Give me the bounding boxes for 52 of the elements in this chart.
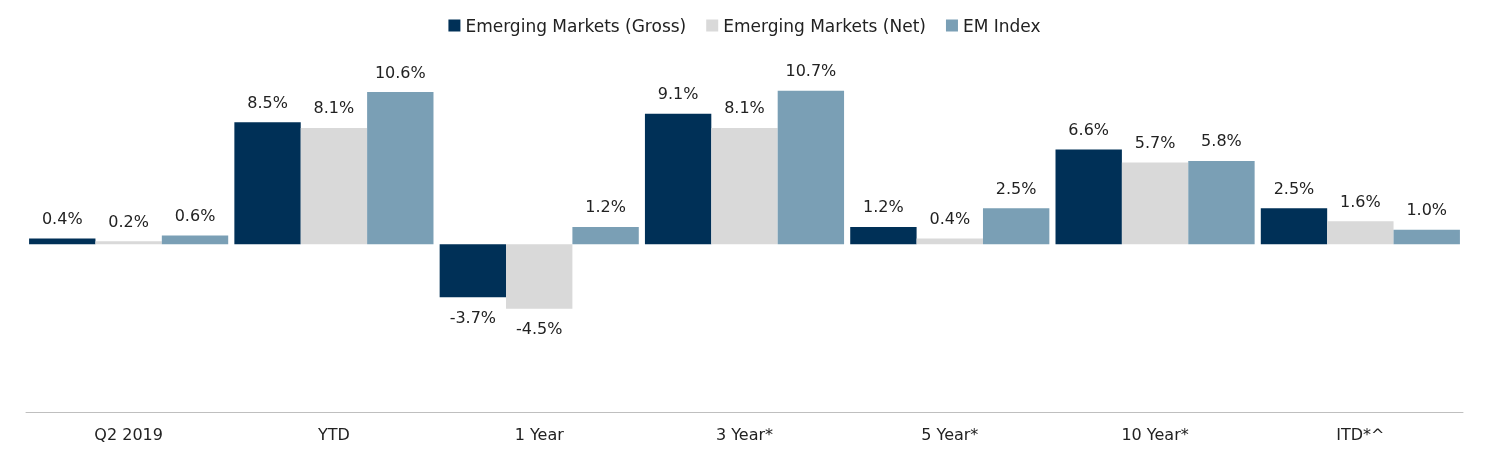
bar [711, 127, 778, 245]
data-label: 2.5% [995, 178, 1037, 198]
data-label: 0.4% [929, 208, 971, 228]
bar [439, 244, 507, 298]
data-label: 1.0% [1406, 200, 1448, 220]
bar [1055, 149, 1122, 245]
data-label: 6.6% [1068, 119, 1110, 139]
x-tick-label: 3 Year* [715, 424, 774, 444]
bar [572, 226, 639, 245]
bar [777, 90, 845, 245]
bar [367, 92, 434, 245]
data-label: 5.8% [1201, 131, 1242, 151]
data-label: 9.1% [657, 84, 699, 104]
data-label: 10.6% [374, 62, 426, 82]
legend-label: Emerging Markets (Gross) [465, 15, 687, 36]
x-tick-label: YTD [316, 424, 350, 444]
bar [1188, 160, 1255, 245]
data-label: 1.2% [585, 197, 626, 217]
data-label: 8.1% [313, 98, 355, 118]
bar [1393, 229, 1460, 245]
data-label: 0.4% [41, 208, 83, 228]
bar [1121, 162, 1189, 245]
x-tick-label: Q2 2019 [94, 424, 163, 444]
data-label: -4.5% [516, 319, 563, 339]
data-label: 0.6% [174, 206, 216, 226]
data-label: 2.5% [1273, 178, 1315, 198]
bar [161, 235, 229, 245]
data-label: -3.7% [449, 307, 497, 327]
legend-label: Emerging Markets (Net) [723, 15, 926, 36]
bar [916, 238, 983, 245]
x-tick-label: 1 Year [514, 424, 565, 444]
data-label: 1.2% [863, 197, 904, 217]
x-tick-label: 5 Year* [921, 424, 979, 444]
bar [234, 122, 301, 245]
x-tick-label: ITD*^ [1336, 424, 1385, 444]
bar [95, 241, 162, 245]
data-label: 0.2% [108, 211, 149, 231]
bar [1260, 208, 1328, 245]
x-tick-label: 10 Year* [1121, 424, 1189, 444]
bar [1327, 221, 1394, 245]
data-label: 8.1% [724, 98, 765, 118]
bar [850, 226, 917, 245]
data-label: 8.5% [247, 92, 288, 112]
bar [300, 127, 368, 245]
bar [506, 244, 573, 309]
data-label: 10.7% [785, 61, 837, 81]
bar [644, 113, 712, 245]
data-label: 1.6% [1340, 191, 1381, 211]
legend-label: EM Index [962, 15, 1041, 36]
bar [29, 238, 96, 245]
data-label: 5.7% [1134, 132, 1176, 152]
bar [982, 208, 1050, 245]
